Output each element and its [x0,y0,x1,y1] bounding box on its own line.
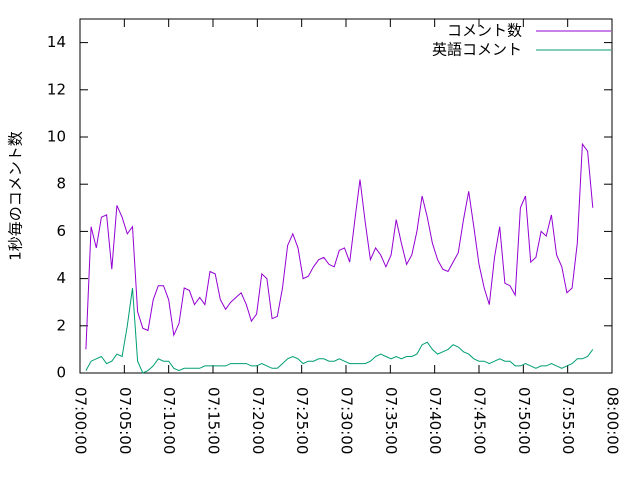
y-tick-label: 8 [56,175,66,193]
x-tick-label: 07:20:00 [249,387,267,454]
x-tick-label: 07:00:00 [72,387,90,454]
y-tick-label: 12 [47,80,66,98]
y-tick-label: 10 [47,128,66,146]
series-line [85,287,594,374]
x-tick-label: 07:45:00 [471,387,489,454]
x-tick-label: 07:40:00 [426,387,444,454]
y-tick-label: 14 [47,33,66,51]
y-tick-label: 4 [56,269,66,287]
legend-label: 英語コメント [432,41,522,59]
x-tick-label: 07:50:00 [515,387,533,454]
x-tick-label: 07:30:00 [338,387,356,454]
x-tick-label: 07:35:00 [382,387,400,454]
x-tick-label: 07:25:00 [293,387,311,454]
plot-frame [79,18,613,374]
y-tick-label: 6 [56,222,66,240]
x-tick-label: 07:55:00 [559,387,577,454]
y-axis-label: 1秒毎のコメント数 [7,131,25,261]
series-line [85,142,594,350]
legend-label: コメント数 [447,22,522,40]
x-tick-label: 07:05:00 [116,387,134,454]
x-tick-label: 07:15:00 [205,387,223,454]
x-tick-label: 08:00:00 [604,387,622,454]
y-tick-label: 2 [56,316,66,334]
x-tick-label: 07:10:00 [160,387,178,454]
y-tick-label: 0 [56,364,66,382]
